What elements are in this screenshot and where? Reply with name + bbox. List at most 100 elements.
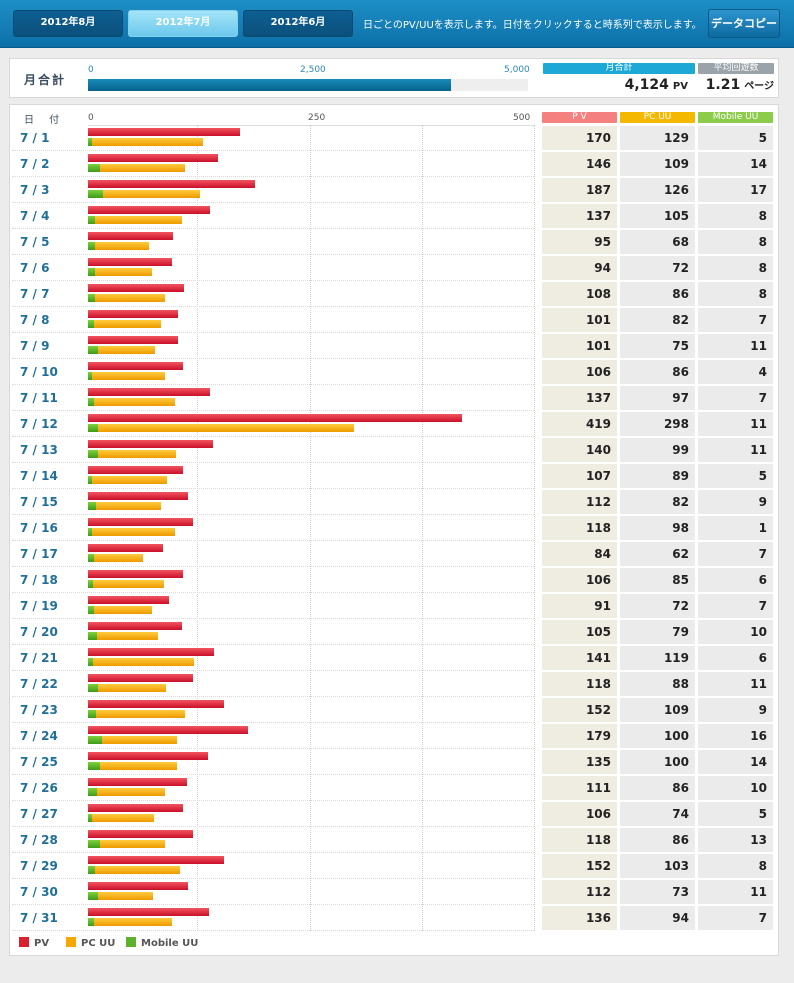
- gridline: [197, 125, 198, 931]
- row-separator: [12, 852, 534, 853]
- date-link[interactable]: 7 / 28: [20, 833, 58, 847]
- pc-uu-bar: [88, 424, 354, 432]
- table-row[interactable]: 7 / 12 419 298 11: [10, 411, 780, 437]
- date-link[interactable]: 7 / 8: [20, 313, 50, 327]
- table-row[interactable]: 7 / 29 152 103 8: [10, 853, 780, 879]
- date-link[interactable]: 7 / 22: [20, 677, 58, 691]
- pc-uu-bar: [88, 398, 175, 406]
- table-row[interactable]: 7 / 5 95 68 8: [10, 229, 780, 255]
- table-row[interactable]: 7 / 21 141 119 6: [10, 645, 780, 671]
- mobile-uu-bar: [88, 138, 93, 146]
- date-link[interactable]: 7 / 11: [20, 391, 58, 405]
- row-separator: [12, 228, 534, 229]
- table-row[interactable]: 7 / 6 94 72 8: [10, 255, 780, 281]
- date-link[interactable]: 7 / 26: [20, 781, 58, 795]
- pc-uu-bar: [88, 840, 165, 848]
- date-link[interactable]: 7 / 16: [20, 521, 58, 535]
- date-link[interactable]: 7 / 14: [20, 469, 58, 483]
- date-link[interactable]: 7 / 1: [20, 131, 50, 145]
- table-row[interactable]: 7 / 22 118 88 11: [10, 671, 780, 697]
- pv-bar: [88, 752, 209, 760]
- table-row[interactable]: 7 / 4 137 105 8: [10, 203, 780, 229]
- date-link[interactable]: 7 / 25: [20, 755, 58, 769]
- table-row[interactable]: 7 / 3 187 126 17: [10, 177, 780, 203]
- mobile-uu-bar: [88, 840, 100, 848]
- row-separator: [12, 748, 534, 749]
- table-row[interactable]: 7 / 27 106 74 5: [10, 801, 780, 827]
- table-row[interactable]: 7 / 7 108 86 8: [10, 281, 780, 307]
- date-link[interactable]: 7 / 12: [20, 417, 58, 431]
- mobile-uu-bar: [88, 450, 98, 458]
- table-row[interactable]: 7 / 15 112 82 9: [10, 489, 780, 515]
- date-link[interactable]: 7 / 17: [20, 547, 58, 561]
- table-row[interactable]: 7 / 24 179 100 16: [10, 723, 780, 749]
- pv-value-cell: 170: [542, 126, 617, 150]
- table-row[interactable]: 7 / 8 101 82 7: [10, 307, 780, 333]
- date-link[interactable]: 7 / 15: [20, 495, 58, 509]
- table-row[interactable]: 7 / 2 146 109 14: [10, 151, 780, 177]
- table-row[interactable]: 7 / 13 140 99 11: [10, 437, 780, 463]
- mobile-uu-bar: [88, 502, 97, 510]
- date-link[interactable]: 7 / 31: [20, 911, 58, 925]
- date-link[interactable]: 7 / 30: [20, 885, 58, 899]
- table-row[interactable]: 7 / 11 137 97 7: [10, 385, 780, 411]
- mobile-uu-value-cell: 8: [698, 256, 773, 280]
- date-link[interactable]: 7 / 29: [20, 859, 58, 873]
- date-link[interactable]: 7 / 5: [20, 235, 50, 249]
- table-row[interactable]: 7 / 9 101 75 11: [10, 333, 780, 359]
- monthly-total-value: 4,124 PV: [543, 77, 688, 93]
- tab-2012-06[interactable]: 2012年6月: [243, 10, 353, 37]
- table-row[interactable]: 7 / 10 106 86 4: [10, 359, 780, 385]
- date-link[interactable]: 7 / 19: [20, 599, 58, 613]
- pc-uu-value-cell: 109: [620, 698, 695, 722]
- date-link[interactable]: 7 / 21: [20, 651, 58, 665]
- table-row[interactable]: 7 / 23 152 109 9: [10, 697, 780, 723]
- table-row[interactable]: 7 / 25 135 100 14: [10, 749, 780, 775]
- table-row[interactable]: 7 / 20 105 79 10: [10, 619, 780, 645]
- mobile-uu-bar: [88, 814, 93, 822]
- table-row[interactable]: 7 / 17 84 62 7: [10, 541, 780, 567]
- mobile-uu-value-cell: 9: [698, 698, 773, 722]
- pc-uu-value-cell: 88: [620, 672, 695, 696]
- date-link[interactable]: 7 / 4: [20, 209, 50, 223]
- date-link[interactable]: 7 / 13: [20, 443, 58, 457]
- date-link[interactable]: 7 / 18: [20, 573, 58, 587]
- date-link[interactable]: 7 / 20: [20, 625, 58, 639]
- table-row[interactable]: 7 / 19 91 72 7: [10, 593, 780, 619]
- table-row[interactable]: 7 / 16 118 98 1: [10, 515, 780, 541]
- table-row[interactable]: 7 / 31 136 94 7: [10, 905, 780, 931]
- row-separator: [12, 644, 534, 645]
- tab-2012-07[interactable]: 2012年7月: [128, 10, 238, 37]
- legend-swatch-mobile-uu: [126, 937, 136, 947]
- date-link[interactable]: 7 / 9: [20, 339, 50, 353]
- table-row[interactable]: 7 / 28 118 86 13: [10, 827, 780, 853]
- date-link[interactable]: 7 / 6: [20, 261, 50, 275]
- pc-uu-bar: [88, 762, 178, 770]
- pv-bar: [88, 726, 248, 734]
- pv-bar: [88, 648, 214, 656]
- pc-uu-value-cell: 298: [620, 412, 695, 436]
- mobile-uu-bar: [88, 606, 95, 614]
- date-link[interactable]: 7 / 3: [20, 183, 50, 197]
- pv-value-cell: 137: [542, 386, 617, 410]
- date-link[interactable]: 7 / 2: [20, 157, 50, 171]
- mobile-uu-bar: [88, 528, 92, 536]
- table-row[interactable]: 7 / 14 107 89 5: [10, 463, 780, 489]
- copy-data-button[interactable]: データコピー: [708, 9, 780, 38]
- date-link[interactable]: 7 / 10: [20, 365, 58, 379]
- date-link[interactable]: 7 / 23: [20, 703, 58, 717]
- table-row[interactable]: 7 / 1 170 129 5: [10, 125, 780, 151]
- table-row[interactable]: 7 / 30 112 73 11: [10, 879, 780, 905]
- date-link[interactable]: 7 / 7: [20, 287, 50, 301]
- table-row[interactable]: 7 / 18 106 85 6: [10, 567, 780, 593]
- mobile-uu-value-cell: 6: [698, 568, 773, 592]
- pv-value-cell: 146: [542, 152, 617, 176]
- table-row[interactable]: 7 / 26 111 86 10: [10, 775, 780, 801]
- date-link[interactable]: 7 / 24: [20, 729, 58, 743]
- row-separator: [12, 540, 534, 541]
- date-link[interactable]: 7 / 27: [20, 807, 58, 821]
- pc-uu-bar: [88, 216, 182, 224]
- pv-value-cell: 106: [542, 360, 617, 384]
- tab-2012-08[interactable]: 2012年8月: [13, 10, 123, 37]
- pv-bar: [88, 492, 188, 500]
